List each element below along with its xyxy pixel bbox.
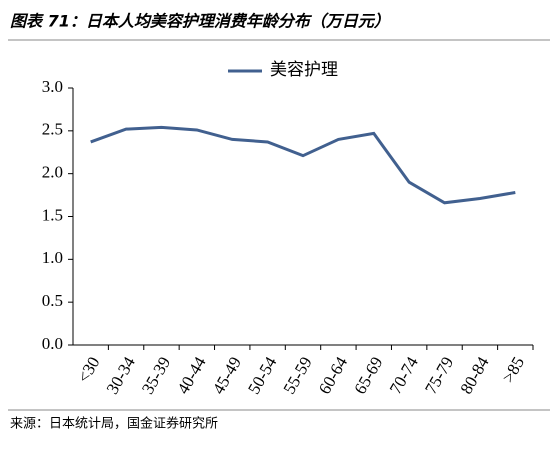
y-tick-label: 3.0 xyxy=(42,77,63,96)
y-tick-label: 2.5 xyxy=(42,120,63,139)
y-tick-label: 0.5 xyxy=(42,291,63,310)
x-tick-label: 55-59 xyxy=(280,353,316,397)
x-tick-label: 40-44 xyxy=(173,353,210,397)
x-tick-label: 65-69 xyxy=(350,353,386,397)
x-tick-label: 50-54 xyxy=(244,353,281,397)
y-tick-label: 1.5 xyxy=(42,205,63,224)
y-tick-label: 1.0 xyxy=(42,248,63,267)
x-tick-label: <30 xyxy=(74,353,104,386)
x-tick-label: >85 xyxy=(498,353,528,386)
line-series xyxy=(90,125,516,205)
x-tick-label: 75-79 xyxy=(421,353,457,397)
y-tick-label: 2.0 xyxy=(42,163,63,182)
x-tick-label: 45-49 xyxy=(209,353,245,397)
x-tick-label: 70-74 xyxy=(386,353,423,397)
x-tick-label: 60-64 xyxy=(315,353,352,397)
x-tick-label: 35-39 xyxy=(138,353,174,397)
x-tick-label: 80-84 xyxy=(456,353,493,397)
chart-title: 图表 71：日本人均美容护理消费年龄分布（万日元） xyxy=(10,12,390,31)
y-tick-label: 0.0 xyxy=(42,334,63,353)
legend-label: 美容护理 xyxy=(270,60,338,79)
x-tick-label: 30-34 xyxy=(103,353,140,397)
source: 来源：日本统计局，国金证券研究所 xyxy=(10,416,218,432)
